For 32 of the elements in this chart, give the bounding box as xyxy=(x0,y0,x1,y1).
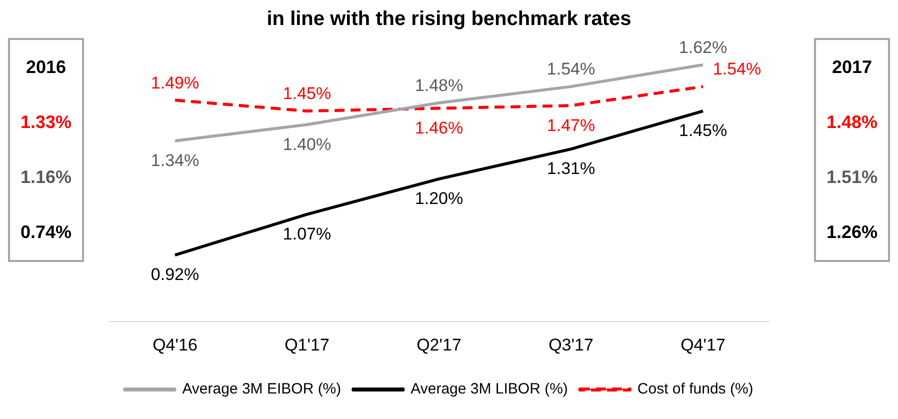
text: 2016 xyxy=(26,57,66,78)
text: 2017 xyxy=(832,57,872,78)
x-tick-label: Q3'17 xyxy=(548,335,594,354)
legend-label: Cost of funds (%) xyxy=(637,380,754,398)
x-tick-label: Q4'16 xyxy=(152,335,198,354)
data-label: 1.31% xyxy=(546,159,596,178)
text: 1.48% xyxy=(826,112,878,133)
data-label: 1.07% xyxy=(282,224,332,244)
data-label: 1.40% xyxy=(282,134,332,154)
chart-title: in line with the rising benchmark rates xyxy=(266,8,632,32)
legend-label: Average 3M EIBOR (%) xyxy=(182,380,342,398)
text: 1.51% xyxy=(826,167,878,188)
data-label: 1.34% xyxy=(150,151,200,170)
text: 0.74% xyxy=(20,222,72,243)
text: 1.33% xyxy=(20,112,72,133)
data-label: 1.20% xyxy=(414,189,464,208)
x-tick-label: Q4'17 xyxy=(680,335,726,354)
text: 1.26% xyxy=(826,222,878,243)
data-label: 1.49% xyxy=(150,73,200,92)
x-tick-label: Q1'17 xyxy=(284,335,330,354)
data-label: 1.62% xyxy=(678,38,728,58)
data-label: 0.92% xyxy=(150,265,200,284)
data-label: 1.45% xyxy=(282,84,332,104)
legend-label: Average 3M LIBOR (%) xyxy=(410,380,568,398)
data-label: 1.45% xyxy=(678,121,728,140)
data-label: 1.47% xyxy=(546,116,596,135)
data-label: 1.54% xyxy=(546,60,596,79)
x-tick-label: Q2'17 xyxy=(416,335,462,354)
text: 1.16% xyxy=(20,167,72,188)
data-label: 1.54% xyxy=(712,60,762,79)
data-label: 1.46% xyxy=(414,118,464,138)
data-label: 1.48% xyxy=(414,76,464,96)
